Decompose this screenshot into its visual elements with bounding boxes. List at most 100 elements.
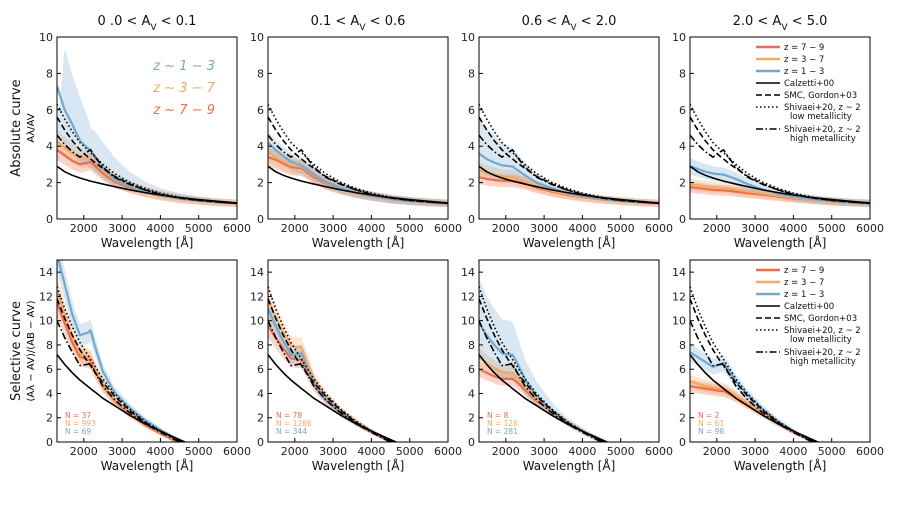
x-tick-label: 2000	[281, 222, 309, 235]
x-tick-label: 2000	[703, 445, 731, 458]
x-tick-label: 4000	[568, 445, 596, 458]
x-tick-label: 3000	[108, 222, 136, 235]
x-tick-label: 2000	[492, 445, 520, 458]
legend-2: z = 7 − 9 z = 3 − 7 z = 1 − 3 Calzetti+00 SM…	[756, 266, 861, 367]
reference-curve-2	[268, 298, 396, 442]
legend-label-6: Shivaei+20, z ~ 2	[784, 326, 861, 336]
y-tick-label: 10	[461, 31, 475, 44]
panel-r2-c1: 0 2 4 6 8 10 12 14 2000 3000 4000 5000 6000 Wavelengt…	[39, 259, 251, 473]
y-tick-label: 8	[679, 67, 686, 80]
plot-area	[57, 47, 237, 208]
x-tick-label: 6000	[856, 222, 884, 235]
curve-z37	[57, 289, 183, 442]
curve-z13	[268, 308, 394, 442]
band-z13	[479, 278, 610, 442]
y-tick-label: 0	[46, 436, 53, 449]
count-z37: N = 126	[487, 419, 518, 428]
panel-r2-c4: 0 2 4 6 8 10 12 14 2000 3000 4000 5000 6000 Wavelengt…	[672, 259, 884, 473]
y-tick-label: 2	[679, 177, 686, 190]
x-tick-label: 2000	[703, 222, 731, 235]
reference-curve-1	[57, 354, 187, 442]
y-tick-label: 10	[250, 31, 264, 44]
band-z79	[57, 288, 180, 442]
axes-frame	[689, 259, 871, 443]
band-z13	[268, 131, 448, 208]
y-tick-label: 6	[257, 104, 264, 117]
panel-r1-c4: 0 2 4 6 8 10 2000 3000 4000 5000 6000 Wavelength [Å…	[672, 31, 884, 250]
y-tick-label: 8	[468, 67, 475, 80]
reference-curve-4	[690, 134, 870, 205]
y-tick-label: 10	[39, 31, 53, 44]
x-tick-label: 5000	[396, 445, 424, 458]
plot-area	[57, 260, 187, 442]
x-tick-label: 4000	[779, 445, 807, 458]
y-tick-label: 2	[679, 412, 686, 425]
reference-curve-2	[479, 298, 607, 442]
count-z79: N = 78	[276, 411, 302, 420]
legend-label-7-line2: high metallicity	[790, 134, 856, 144]
y-tick-label: 14	[39, 266, 53, 279]
panel-r1-c3: 0 2 4 6 8 10 2000 3000 4000 5000 6000 Wavelength [Å…	[461, 31, 673, 250]
row-label-sub-2: (Aλ − AV)/(AB − AV)	[26, 300, 37, 401]
legend-label-6-line2: low metallicity	[790, 335, 852, 345]
reference-curve-1	[268, 354, 398, 442]
band-z79	[479, 170, 659, 208]
reference-curve-4	[479, 320, 604, 442]
y-tick-label: 4	[468, 140, 475, 153]
axes-frame	[56, 36, 238, 220]
y-tick-label: 6	[468, 104, 475, 117]
y-tick-label: 8	[468, 339, 475, 352]
x-axis-label: Wavelength [Å]	[101, 458, 194, 473]
plot-area	[479, 278, 610, 442]
legend-label-3: z = 1 − 3	[784, 290, 824, 300]
reference-curve-1	[690, 354, 820, 442]
count-z13: N = 69	[65, 427, 91, 436]
x-tick-label: 6000	[223, 222, 251, 235]
count-z13: N = 281	[487, 427, 518, 436]
x-axis-label: Wavelength [Å]	[523, 235, 616, 250]
annotation-z37: z ~ 3 − 7	[152, 81, 215, 96]
plot-area	[268, 103, 448, 208]
count-z79: N = 37	[65, 411, 91, 420]
x-tick-label: 5000	[185, 222, 213, 235]
y-tick-label: 0	[468, 436, 475, 449]
y-tick-label: 10	[461, 315, 475, 328]
reference-curve-4	[268, 134, 448, 205]
reference-curve-3	[268, 286, 396, 442]
x-tick-label: 6000	[645, 222, 673, 235]
reference-curve-3	[690, 286, 818, 442]
x-tick-label: 6000	[645, 445, 673, 458]
x-tick-label: 4000	[357, 445, 385, 458]
y-tick-label: 0	[257, 213, 264, 226]
y-tick-label: 12	[461, 290, 475, 303]
axes-frame	[56, 259, 238, 443]
band-z37	[479, 348, 605, 442]
panel-r2-c2: 0 2 4 6 8 10 12 14 2000 3000 4000 5000 6000 Wavelengt…	[250, 259, 462, 473]
y-tick-label: 6	[257, 363, 264, 376]
x-tick-label: 4000	[146, 445, 174, 458]
y-tick-label: 8	[46, 67, 53, 80]
y-tick-label: 0	[679, 213, 686, 226]
reference-curve-4	[57, 320, 182, 442]
curve-z13	[479, 322, 605, 442]
plot-area	[268, 284, 398, 442]
plot-area	[690, 286, 820, 442]
count-z37: N = 61	[698, 419, 724, 428]
legend-label-5: SMC, Gordon+03	[784, 314, 857, 324]
reference-curve-1	[479, 354, 609, 442]
axes-frame	[689, 36, 871, 220]
y-tick-label: 2	[468, 412, 475, 425]
reference-curve-4	[690, 320, 815, 442]
band-z13	[690, 342, 816, 442]
x-tick-label: 3000	[741, 222, 769, 235]
y-tick-label: 6	[468, 363, 475, 376]
x-axis-label: Wavelength [Å]	[101, 235, 194, 250]
y-tick-label: 8	[257, 67, 264, 80]
y-tick-label: 2	[257, 412, 264, 425]
x-tick-label: 6000	[223, 445, 251, 458]
x-tick-label: 4000	[146, 222, 174, 235]
y-tick-label: 6	[46, 363, 53, 376]
y-tick-label: 4	[257, 140, 264, 153]
x-tick-label: 3000	[530, 445, 558, 458]
